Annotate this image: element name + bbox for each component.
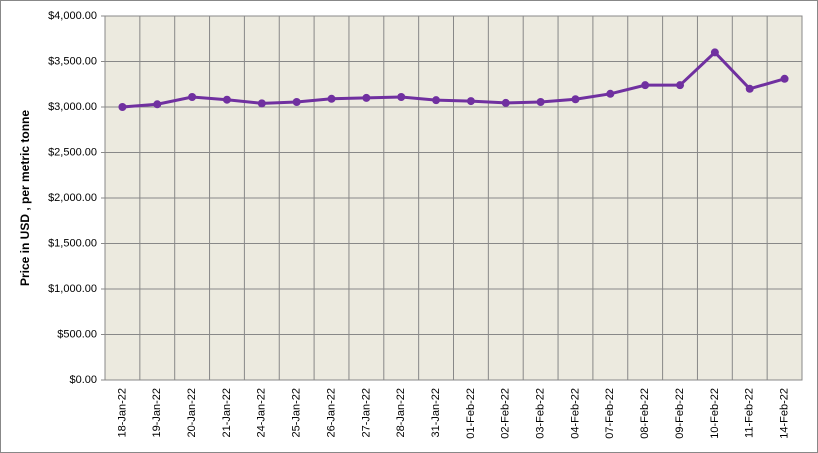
point <box>118 103 127 111</box>
x-tick-label: 19-Jan-22 <box>151 388 163 438</box>
x-tick-label: 26-Jan-22 <box>325 388 337 438</box>
point <box>571 95 580 104</box>
x-tick-label: 14-Feb-22 <box>778 388 790 439</box>
y-tick-label: $1,000.00 <box>48 283 97 295</box>
point <box>153 100 162 109</box>
x-tick-label: 08-Feb-22 <box>639 388 651 439</box>
series-line <box>122 50 785 109</box>
x-tick-label: 31-Jan-22 <box>430 388 442 438</box>
point <box>710 48 719 57</box>
y-tick-label: $3,500.00 <box>48 55 97 67</box>
x-tick-label: 21-Jan-22 <box>221 388 233 438</box>
x-tick-label: 24-Jan-22 <box>256 388 268 438</box>
x-tick-label: 02-Feb-22 <box>500 388 512 439</box>
x-tick-label: 09-Feb-22 <box>674 388 686 439</box>
point <box>676 81 685 90</box>
x-tick-label: 04-Feb-22 <box>569 388 581 439</box>
point <box>536 97 545 106</box>
x-tick-label: 11-Feb-22 <box>744 388 756 438</box>
point <box>432 96 441 105</box>
point <box>327 94 336 103</box>
y-tick-label: $1,500.00 <box>48 237 97 249</box>
point <box>641 81 650 90</box>
x-tick-label: 18-Jan-22 <box>116 388 128 438</box>
point <box>606 89 615 98</box>
point <box>501 98 510 107</box>
y-tick-label: $4,000.00 <box>48 10 97 22</box>
x-tick-label: 01-Feb-22 <box>465 388 477 439</box>
x-tick-label: 27-Jan-22 <box>360 388 372 438</box>
point <box>292 97 301 106</box>
x-tick-label: 03-Feb-22 <box>535 388 547 439</box>
x-tick-label: 25-Jan-22 <box>291 388 303 438</box>
point <box>257 99 266 108</box>
point <box>466 97 475 106</box>
x-tick-label: 10-Feb-22 <box>709 388 721 439</box>
y-tick-label: $0.00 <box>69 374 97 386</box>
y-tick-label: $3,000.00 <box>48 101 97 113</box>
point <box>780 74 789 83</box>
x-tick-label: 28-Jan-22 <box>395 388 407 438</box>
x-tick-label: 20-Jan-22 <box>186 388 198 438</box>
point <box>188 92 197 101</box>
y-tick-label: $2,500.00 <box>48 146 97 158</box>
point <box>222 95 231 104</box>
y-tick-label: $2,000.00 <box>48 192 97 204</box>
point <box>745 84 754 93</box>
point <box>397 92 406 101</box>
y-axis-label: Price in USD , per metric tonne <box>18 110 32 286</box>
y-tick-label: $500.00 <box>57 328 97 340</box>
point <box>362 93 371 102</box>
x-tick-label: 07-Feb-22 <box>604 388 616 439</box>
